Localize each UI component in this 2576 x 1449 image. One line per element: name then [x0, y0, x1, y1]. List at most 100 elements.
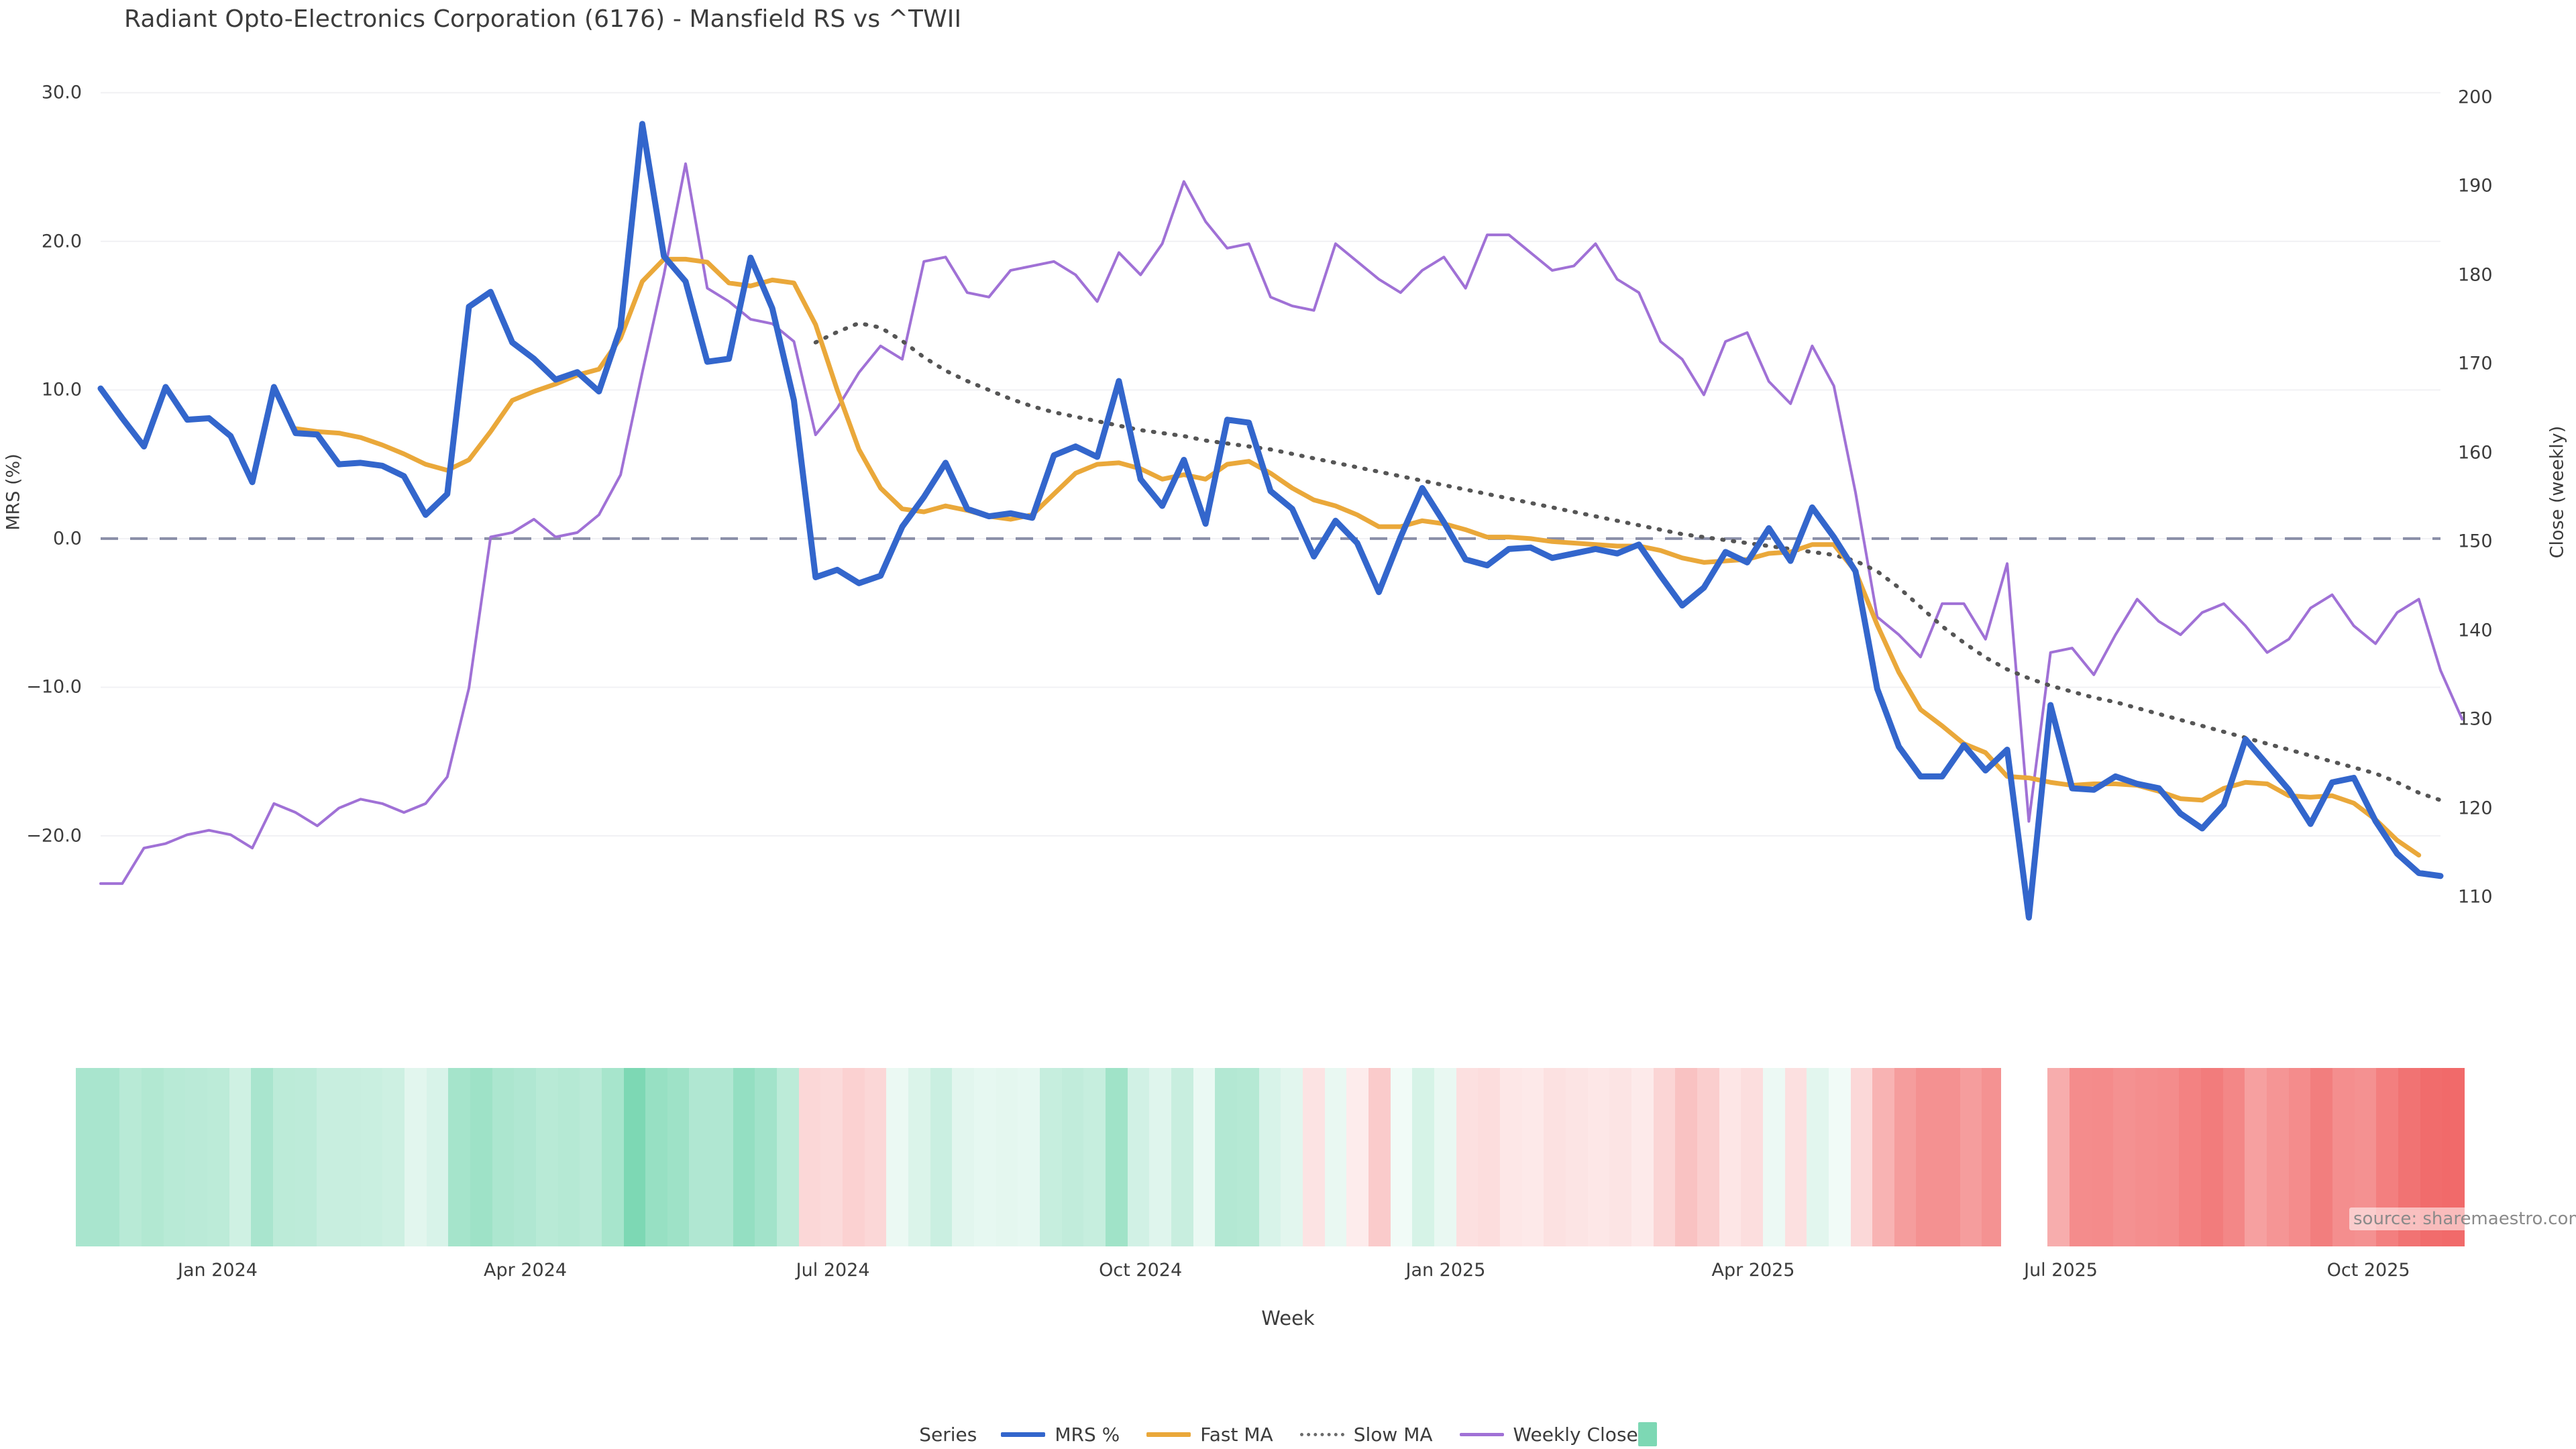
heatmap-cell — [492, 1068, 515, 1246]
heatmap-cell — [251, 1068, 274, 1246]
legend-swatch-icon — [1146, 1426, 1191, 1443]
legend-item-label: Fast MA — [1200, 1423, 1273, 1446]
heatmap-cell — [820, 1068, 843, 1246]
series-line-slow-ma — [813, 321, 2443, 802]
heatmap-cell — [1719, 1068, 1741, 1246]
heatmap-cell — [1368, 1068, 1391, 1246]
heatmap-cell — [1872, 1068, 1895, 1246]
heatmap-cell — [2113, 1068, 2136, 1246]
x-axis-tick-label: Jan 2025 — [1405, 1260, 1486, 1281]
heatmap-cell — [1171, 1068, 1194, 1246]
heatmap-cell — [689, 1068, 712, 1246]
heatmap-cell — [294, 1068, 317, 1246]
series-line-mrs — [97, 121, 2444, 921]
series-line-fast-ma — [293, 256, 2422, 858]
heatmap-cell — [623, 1068, 646, 1246]
heatmap-cell — [338, 1068, 362, 1246]
heatmap-cell — [1434, 1068, 1457, 1246]
heatmap-cell — [1127, 1068, 1150, 1246]
heatmap-cell — [404, 1068, 427, 1246]
mrs-heatmap-strip — [76, 1068, 2465, 1246]
y-axis-right-tick-label: 110 — [2458, 886, 2493, 908]
heatmap-cell — [2245, 1068, 2267, 1246]
heatmap-cell — [557, 1068, 580, 1246]
heatmap-cell — [798, 1068, 822, 1246]
x-axis-tick-label: Jul 2025 — [2024, 1260, 2098, 1281]
heatmap-cell — [163, 1068, 186, 1246]
heatmap-cell — [1061, 1068, 1085, 1246]
heatmap-cell — [1784, 1068, 1807, 1246]
heatmap-cell — [1215, 1068, 1238, 1246]
legend-item[interactable]: Slow MA — [1299, 1424, 1433, 1446]
heatmap-cell — [1149, 1068, 1172, 1246]
y-axis-left-tick-label: 10.0 — [41, 379, 82, 400]
legend-heatmap-swatch — [1638, 1422, 1657, 1446]
legend-title: Series — [919, 1423, 977, 1446]
heatmap-cell — [1106, 1068, 1128, 1246]
heatmap-cell — [952, 1068, 975, 1246]
x-axis-ticks: Jan 2024 Apr 2024 Jul 2024 Oct 2024 Jan 2025… — [0, 1260, 2576, 1288]
y-axis-right-tick-label: 170 — [2458, 353, 2493, 374]
y-axis-left-ticks: 30.0 20.0 10.0 0.0 −10.0 −20.0 — [0, 70, 94, 932]
heatmap-cell — [2157, 1068, 2180, 1246]
heatmap-cell — [755, 1068, 777, 1246]
heatmap-cell — [382, 1068, 405, 1246]
heatmap-cell — [535, 1068, 559, 1246]
heatmap-cell — [1850, 1068, 1873, 1246]
x-axis-tick-label: Oct 2025 — [2326, 1260, 2410, 1281]
heatmap-cell — [1478, 1068, 1501, 1246]
plot-canvas — [97, 92, 2464, 921]
legend-item[interactable]: MRS % — [1001, 1424, 1120, 1446]
heatmap-cell — [2179, 1068, 2202, 1246]
legend-item-label: Weekly Close — [1513, 1423, 1638, 1446]
heatmap-cell — [119, 1068, 142, 1246]
heatmap-cell — [141, 1068, 164, 1246]
legend-item[interactable]: Fast MA — [1146, 1424, 1273, 1446]
x-axis-tick-label: Apr 2025 — [1711, 1260, 1795, 1281]
heatmap-cell — [777, 1068, 800, 1246]
legend-item-label: MRS % — [1055, 1423, 1120, 1446]
heatmap-cell — [1040, 1068, 1063, 1246]
heatmap-cell — [1960, 1068, 1983, 1246]
heatmap-cell — [908, 1068, 931, 1246]
source-watermark: source: sharemaestro.com — [2349, 1208, 2576, 1230]
heatmap-cell — [1193, 1068, 1216, 1246]
heatmap-cell — [1083, 1068, 1106, 1246]
heatmap-cell — [1631, 1068, 1654, 1246]
heatmap-cell — [645, 1068, 668, 1246]
legend-item[interactable]: Weekly Close — [1459, 1423, 1638, 1446]
heatmap-cell — [207, 1068, 230, 1246]
heatmap-cell — [1544, 1068, 1566, 1246]
y-axis-right-tick-label: 190 — [2458, 175, 2493, 197]
heatmap-cell — [2091, 1068, 2114, 1246]
heatmap-cell — [667, 1068, 690, 1246]
heatmap-cell — [1609, 1068, 1632, 1246]
legend-swatch-icon — [1459, 1426, 1504, 1443]
heatmap-cell — [229, 1068, 252, 1246]
heatmap-cell — [448, 1068, 471, 1246]
heatmap-cell — [864, 1068, 888, 1246]
heatmap-cell — [1521, 1068, 1544, 1246]
y-axis-left-tick-label: −20.0 — [26, 825, 82, 847]
heatmap-cell — [2135, 1068, 2158, 1246]
heatmap-cell — [733, 1068, 756, 1246]
x-axis-tick-label: Oct 2024 — [1099, 1260, 1183, 1281]
heatmap-cell — [97, 1068, 121, 1246]
y-axis-right-tick-label: 150 — [2458, 531, 2493, 552]
series-line-weekly-close — [99, 162, 2464, 885]
plot-area — [97, 70, 2464, 932]
heatmap-cell — [1982, 1068, 2004, 1246]
heatmap-cell — [1390, 1068, 1413, 1246]
heatmap-cell — [1324, 1068, 1347, 1246]
y-axis-right-tick-label: 120 — [2458, 798, 2493, 819]
heatmap-cell — [601, 1068, 625, 1246]
heatmap-cell — [930, 1068, 953, 1246]
y-axis-right-tick-label: 200 — [2458, 87, 2493, 108]
heatmap-cell — [711, 1068, 734, 1246]
heatmap-cell — [1916, 1068, 1939, 1246]
heatmap-cell — [2222, 1068, 2246, 1246]
heatmap-cell — [1894, 1068, 1917, 1246]
y-axis-left-tick-label: −10.0 — [26, 676, 82, 698]
y-axis-left-title: MRS (%) — [3, 453, 24, 531]
y-axis-left-tick-label: 0.0 — [53, 528, 82, 549]
